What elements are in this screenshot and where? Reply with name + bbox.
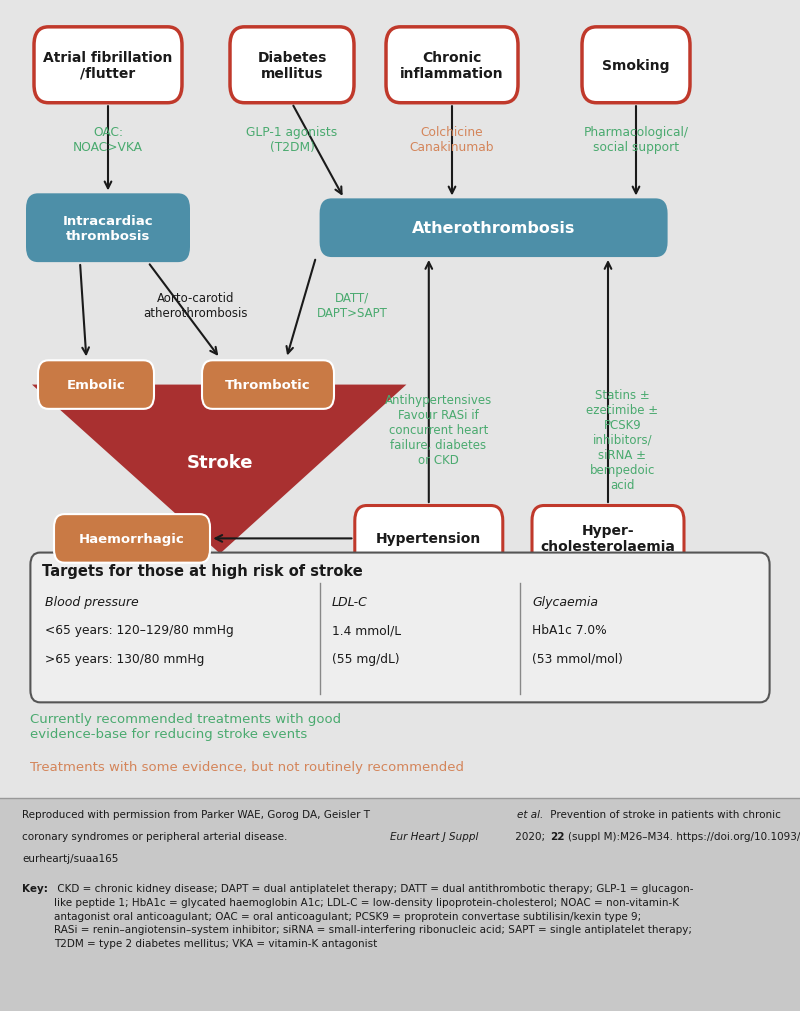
Text: (suppl M):M26–M34. https://doi.org/10.1093/: (suppl M):M26–M34. https://doi.org/10.10… xyxy=(568,831,800,841)
FancyBboxPatch shape xyxy=(38,361,154,409)
FancyBboxPatch shape xyxy=(54,515,210,563)
Text: Thrombotic: Thrombotic xyxy=(225,379,311,391)
Text: Pharmacological/
social support: Pharmacological/ social support xyxy=(583,125,689,154)
FancyBboxPatch shape xyxy=(582,27,690,103)
FancyBboxPatch shape xyxy=(26,194,190,263)
Text: Chronic
inflammation: Chronic inflammation xyxy=(400,51,504,81)
Text: (55 mg/dL): (55 mg/dL) xyxy=(332,652,400,665)
Text: Key:: Key: xyxy=(22,884,48,894)
Text: Atherothrombosis: Atherothrombosis xyxy=(412,221,575,236)
Text: Glycaemia: Glycaemia xyxy=(532,595,598,609)
Text: LDL-C: LDL-C xyxy=(332,595,368,609)
FancyBboxPatch shape xyxy=(202,361,334,409)
Text: OAC:
NOAC>VKA: OAC: NOAC>VKA xyxy=(73,125,143,154)
Text: 1.4 mmol/L: 1.4 mmol/L xyxy=(332,624,401,637)
Text: Hypertension: Hypertension xyxy=(376,532,482,546)
Text: Prevention of stroke in patients with chronic: Prevention of stroke in patients with ch… xyxy=(547,809,781,819)
Text: 22: 22 xyxy=(550,831,565,841)
FancyBboxPatch shape xyxy=(355,506,503,572)
FancyBboxPatch shape xyxy=(319,199,667,258)
Text: Reproduced with permission from Parker WAE, Gorog DA, Geisler T: Reproduced with permission from Parker W… xyxy=(22,809,374,819)
Text: (53 mmol/mol): (53 mmol/mol) xyxy=(532,652,623,665)
Text: Colchicine
Canakinumab: Colchicine Canakinumab xyxy=(410,125,494,154)
Text: coronary syndromes or peripheral arterial disease.: coronary syndromes or peripheral arteria… xyxy=(22,831,291,841)
Text: Targets for those at high risk of stroke: Targets for those at high risk of stroke xyxy=(42,563,362,578)
Text: >65 years: 130/80 mmHg: >65 years: 130/80 mmHg xyxy=(45,652,204,665)
Bar xyxy=(0,799,800,1011)
Text: 2020;: 2020; xyxy=(512,831,545,841)
Text: CKD = chronic kidney disease; DAPT = dual antiplatelet therapy; DATT = dual anti: CKD = chronic kidney disease; DAPT = dua… xyxy=(54,884,694,948)
Text: <65 years: 120–129/80 mmHg: <65 years: 120–129/80 mmHg xyxy=(45,624,234,637)
FancyBboxPatch shape xyxy=(532,506,684,572)
Text: Diabetes
mellitus: Diabetes mellitus xyxy=(258,51,326,81)
FancyBboxPatch shape xyxy=(34,27,182,103)
Text: HbA1c 7.0%: HbA1c 7.0% xyxy=(532,624,606,637)
Text: Currently recommended treatments with good
evidence-base for reducing stroke eve: Currently recommended treatments with go… xyxy=(30,713,342,741)
FancyBboxPatch shape xyxy=(30,553,770,703)
Text: DATT/
DAPT>SAPT: DATT/ DAPT>SAPT xyxy=(317,291,387,319)
Text: Atrial fibrillation
/flutter: Atrial fibrillation /flutter xyxy=(43,51,173,81)
Text: Haemorrhagic: Haemorrhagic xyxy=(79,533,185,545)
Text: Treatments with some evidence, but not routinely recommended: Treatments with some evidence, but not r… xyxy=(30,760,464,773)
Text: Intracardiac
thrombosis: Intracardiac thrombosis xyxy=(62,214,154,243)
FancyBboxPatch shape xyxy=(230,27,354,103)
Text: Smoking: Smoking xyxy=(602,59,670,73)
Text: Statins ±
ezetimibe ±
PCSK9
inhibitors/
siRNA ±
bempedoic
acid: Statins ± ezetimibe ± PCSK9 inhibitors/ … xyxy=(586,388,658,491)
Text: et al.: et al. xyxy=(517,809,543,819)
Text: Blood pressure: Blood pressure xyxy=(45,595,138,609)
Text: Antihypertensives
Favour RASi if
concurrent heart
failure, diabetes
or CKD: Antihypertensives Favour RASi if concurr… xyxy=(385,393,492,466)
Text: eurheartj/suaa165: eurheartj/suaa165 xyxy=(22,853,118,863)
Text: Aorto-carotid
atherothrombosis: Aorto-carotid atherothrombosis xyxy=(144,291,248,319)
Text: Stroke: Stroke xyxy=(186,454,254,472)
Text: Embolic: Embolic xyxy=(66,379,126,391)
Text: GLP-1 agonists
(T2DM): GLP-1 agonists (T2DM) xyxy=(246,125,338,154)
Polygon shape xyxy=(32,385,406,554)
Text: Hyper-
cholesterolaemia: Hyper- cholesterolaemia xyxy=(541,524,675,554)
Text: Eur Heart J Suppl: Eur Heart J Suppl xyxy=(390,831,478,841)
FancyBboxPatch shape xyxy=(386,27,518,103)
